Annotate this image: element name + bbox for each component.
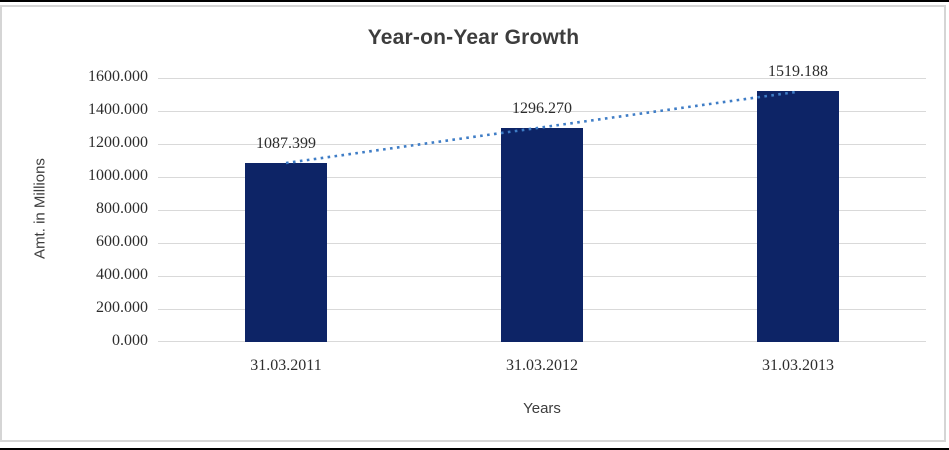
y-axis-tick-label: 600.000 [96, 233, 148, 250]
x-axis-category-label: 31.03.2012 [506, 357, 578, 374]
bar [501, 128, 583, 342]
outer-border-bottom [0, 448, 949, 450]
x-axis-category-label: 31.03.2013 [762, 357, 834, 374]
x-axis-title: Years [523, 400, 561, 417]
outer-border-top [0, 0, 949, 2]
y-axis-tick-label: 0.000 [112, 332, 148, 349]
bar [757, 91, 839, 342]
y-axis-tick-label: 200.000 [96, 299, 148, 316]
chart-title: Year-on-Year Growth [367, 26, 580, 49]
y-axis-tick-label: 400.000 [96, 266, 148, 283]
gridline [158, 111, 926, 112]
trendline [285, 90, 799, 165]
y-axis-tick-label: 800.000 [96, 200, 148, 217]
y-axis-tick-label: 1200.000 [88, 134, 148, 151]
x-axis-category-label: 31.03.2011 [250, 357, 322, 374]
gridline [158, 78, 926, 79]
y-axis-tick-label: 1600.000 [88, 68, 148, 85]
plot-area: 1087.399 1296.270 1519.188 [158, 63, 926, 342]
y-axis-tick-label: 1400.000 [88, 101, 148, 118]
y-axis-tick-label: 1000.000 [88, 167, 148, 184]
bar [245, 162, 327, 342]
data-label: 1087.399 [256, 134, 316, 152]
data-label: 1296.270 [512, 100, 572, 118]
data-label: 1519.188 [768, 63, 828, 81]
trendline-path [285, 90, 799, 165]
